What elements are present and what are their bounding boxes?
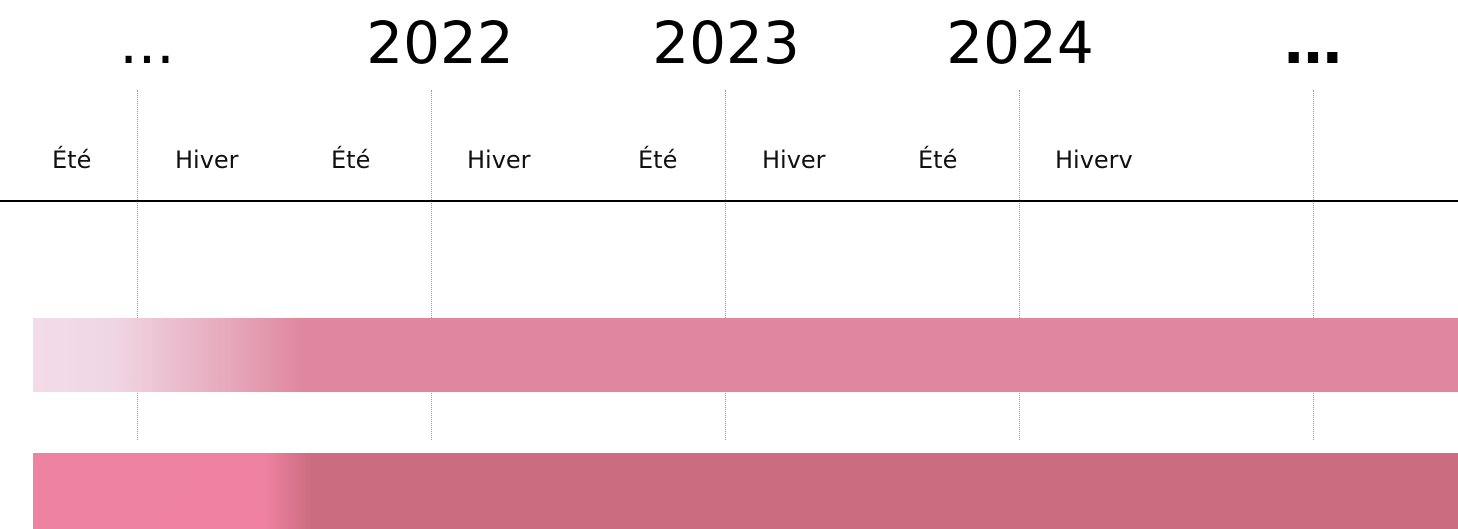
- year-label: …: [1284, 9, 1342, 77]
- season-label: Hiverv: [1055, 146, 1133, 174]
- season-label: Été: [918, 146, 958, 174]
- timeline-bar: [33, 318, 1458, 392]
- divider: [725, 90, 726, 440]
- divider: [1019, 90, 1020, 440]
- season-label: Été: [638, 146, 678, 174]
- year-label: 2023: [652, 9, 800, 77]
- season-label: Hiver: [467, 146, 531, 174]
- season-label: Été: [331, 146, 371, 174]
- season-label: Hiver: [175, 146, 239, 174]
- year-label: ...: [119, 9, 175, 77]
- timeline-bar: [33, 453, 1458, 529]
- axis-line: [0, 200, 1458, 202]
- divider: [137, 90, 138, 440]
- divider: [1313, 90, 1314, 440]
- season-label: Hiver: [762, 146, 826, 174]
- divider: [431, 90, 432, 440]
- season-label: Été: [52, 146, 92, 174]
- year-label: 2024: [946, 9, 1094, 77]
- year-label: 2022: [366, 9, 514, 77]
